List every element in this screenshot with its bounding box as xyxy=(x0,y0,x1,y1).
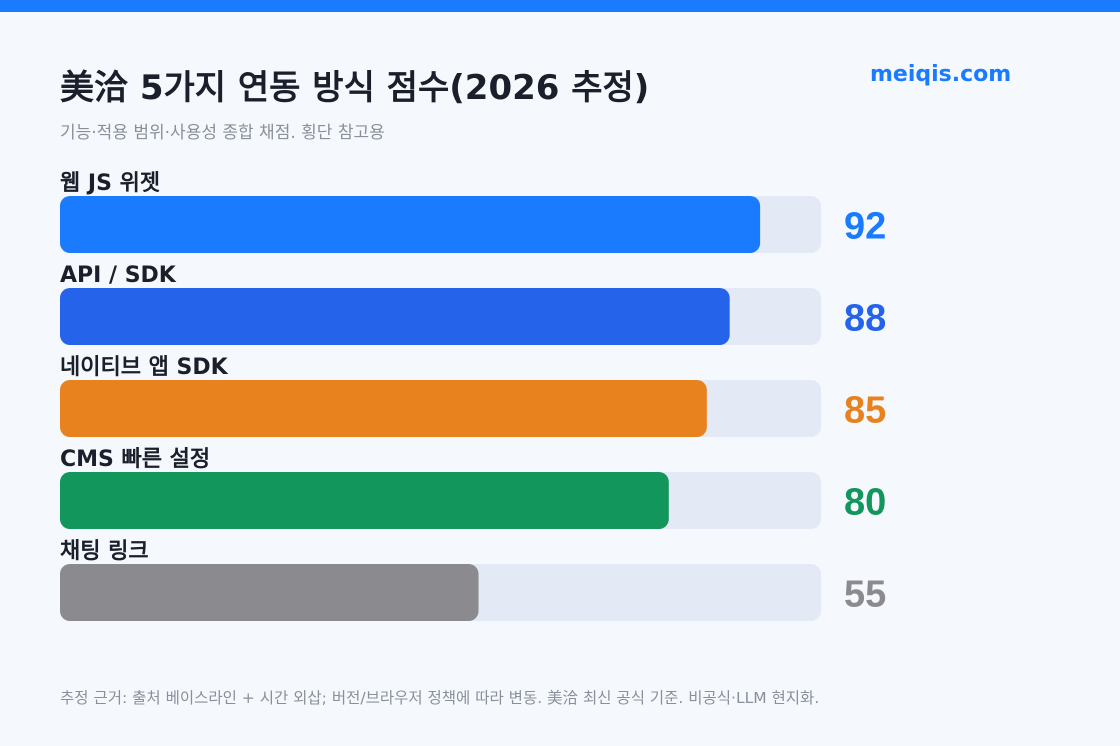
bar xyxy=(60,564,479,621)
category-label: 네이티브 앱 SDK xyxy=(60,355,229,380)
category-label: CMS 빠른 설정 xyxy=(60,447,210,472)
category-label: API / SDK xyxy=(60,263,177,288)
value-label: 88 xyxy=(844,298,886,340)
category-label: 웹 JS 위젯 xyxy=(60,171,160,196)
page-subtitle: 기능·적용 범위·사용성 종합 채점. 횡단 참고용 xyxy=(60,123,385,143)
top-accent-bar xyxy=(0,0,1120,12)
brand-link[interactable]: meiqis.com xyxy=(870,62,1012,87)
value-label: 92 xyxy=(844,206,886,248)
bar xyxy=(60,472,669,529)
page-title: 美洽 5가지 연동 방식 점수(2026 추정) xyxy=(60,68,650,108)
bar xyxy=(60,380,707,437)
value-label: 85 xyxy=(844,390,886,432)
category-label: 채팅 링크 xyxy=(60,539,149,564)
value-label: 55 xyxy=(844,574,886,616)
value-label: 80 xyxy=(844,482,886,524)
bar xyxy=(60,196,761,253)
footnote: 추정 근거: 출처 베이스라인 + 시간 외삽; 버전/브라우저 정책에 따라 … xyxy=(60,689,820,707)
bar xyxy=(60,288,730,345)
